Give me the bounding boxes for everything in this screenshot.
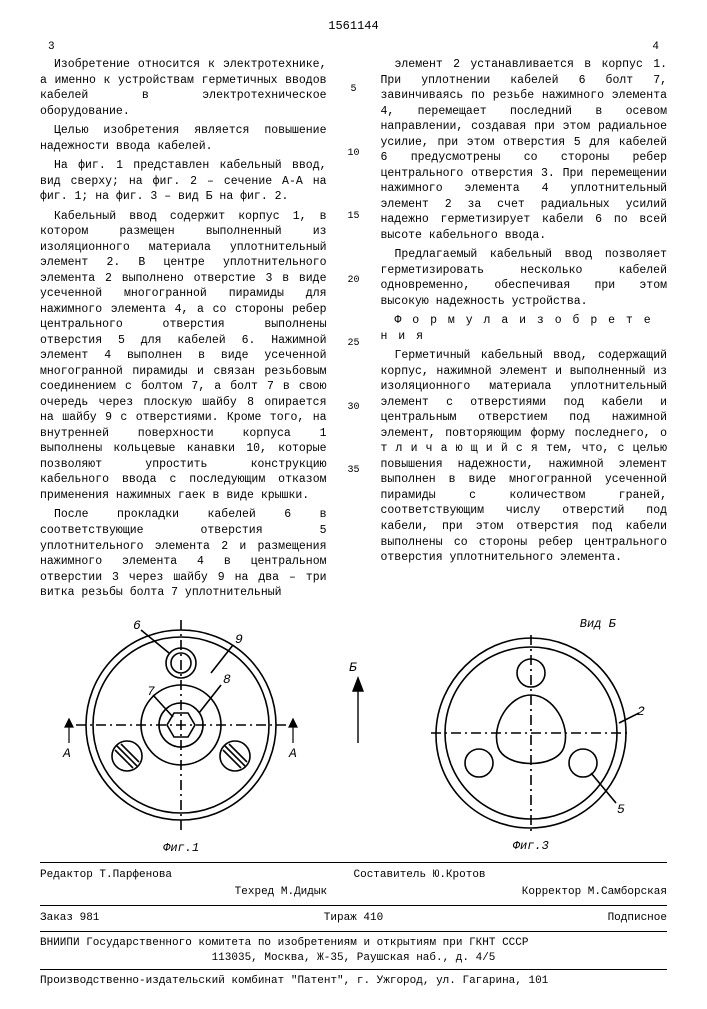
document-number: 1561144: [40, 18, 667, 34]
fig1-label-8: 8: [223, 672, 231, 687]
para: элемент 2 устанавливается в корпус 1. Пр…: [381, 57, 668, 243]
fig1-label-A-right: А: [288, 746, 297, 761]
left-column: Изобретение относится к электротехнике, …: [40, 57, 327, 605]
corrector-credit: Корректор М.Самборская: [522, 885, 667, 900]
line-mark: 15: [347, 210, 359, 224]
para: После прокладки кабелей 6 в соответствую…: [40, 507, 327, 600]
figure-1-caption: Фиг.1: [61, 840, 301, 856]
fig1-label-A-left: А: [62, 746, 71, 761]
col-page-right: 4: [652, 40, 659, 55]
line-number-gutter: 5 10 15 20 25 30 35: [345, 57, 363, 605]
figure-3-title: Вид Б: [416, 616, 646, 632]
fig3-label-5: 5: [617, 802, 625, 817]
line-mark: 30: [347, 401, 359, 415]
compiler-credit: Составитель Ю.Кротов: [354, 868, 486, 883]
line-mark: 5: [350, 83, 356, 97]
publisher-line-2: 113035, Москва, Ж-35, Раушская наб., д. …: [40, 951, 667, 966]
figure-3-caption: Фиг.3: [416, 838, 646, 854]
view-b-arrow: Б: [343, 623, 373, 849]
print-run: Тираж 410: [324, 911, 383, 926]
publisher-line-3: Производственно-издательский комбинат "П…: [40, 974, 667, 989]
figure-1: 6 7 8 9 А А Фиг.1: [61, 615, 301, 857]
fig1-label-6: 6: [133, 618, 141, 633]
page: 1561144 3 4 Изобретение относится к элек…: [0, 0, 707, 1009]
claims-heading: Ф о р м у л а и з о б р е т е н и я: [381, 313, 668, 344]
column-page-numbers: 3 4: [40, 40, 667, 55]
para: Кабельный ввод содержит корпус 1, в кото…: [40, 209, 327, 504]
line-mark: 25: [347, 337, 359, 351]
fig1-label-7: 7: [147, 684, 155, 699]
claim-text: Герметичный кабельный ввод, содержащий к…: [381, 348, 668, 565]
col-page-left: 3: [48, 40, 55, 55]
tech-credit: Техред М.Дидык: [235, 885, 327, 900]
line-mark: 20: [347, 274, 359, 288]
para: Предлагаемый кабельный ввод позволяет ге…: [381, 247, 668, 309]
para: Изобретение относится к электротехнике, …: [40, 57, 327, 119]
fig1-label-9: 9: [235, 632, 243, 647]
line-mark: 35: [347, 464, 359, 478]
two-column-body: Изобретение относится к электротехнике, …: [40, 57, 667, 605]
editor-credit: Редактор Т.Парфенова: [40, 868, 172, 883]
para: На фиг. 1 представлен кабельный ввод, ви…: [40, 158, 327, 205]
figure-3: Вид Б: [416, 616, 646, 854]
order-number: Заказ 981: [40, 911, 99, 926]
fig3-label-2: 2: [637, 704, 645, 719]
figures-row: 6 7 8 9 А А Фиг.1 Б Вид Б: [40, 615, 667, 857]
para: Целью изобретения является повышение над…: [40, 123, 327, 154]
right-column: элемент 2 устанавливается в корпус 1. Пр…: [381, 57, 668, 605]
view-b-label: Б: [349, 660, 357, 675]
publisher-line-1: ВНИИПИ Государственного комитета по изоб…: [40, 936, 667, 951]
line-mark: 10: [347, 147, 359, 161]
subscription-mark: Подписное: [608, 911, 667, 926]
credits-block: Редактор Т.Парфенова Составитель Ю.Крото…: [40, 862, 667, 989]
